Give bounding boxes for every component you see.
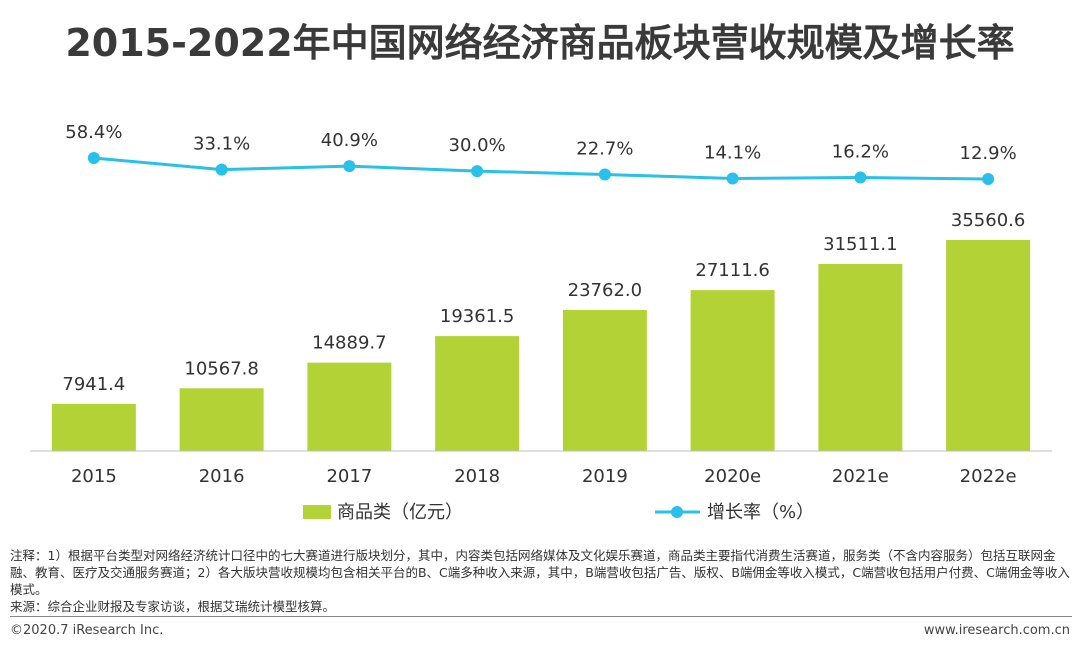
- growth-point-2021e: [854, 171, 867, 184]
- chart-title: 2015-2022年中国网络经济商品板块营收规模及增长率: [65, 21, 1015, 65]
- growth-point-2017: [343, 160, 356, 173]
- website: www.iresearch.com.cn: [923, 623, 1070, 638]
- legend-line-marker: [671, 506, 683, 518]
- bar-label-2018: 19361.5: [440, 306, 514, 327]
- growth-label-2017: 40.9%: [321, 130, 378, 151]
- x-tick-2021e: 2021e: [832, 466, 889, 487]
- note-text: 注释：1）根据平台类型对网络经济统计口径中的七大赛道进行版块划分，其中，内容类包…: [10, 548, 1070, 597]
- bar-2021e: [818, 264, 903, 451]
- bar-2020e: [690, 290, 775, 451]
- bar-label-2022e: 35560.6: [951, 210, 1025, 231]
- growth-label-2018: 30.0%: [449, 135, 506, 156]
- x-tick-2017: 2017: [326, 466, 372, 487]
- bar-2016: [179, 388, 264, 451]
- bar-2019: [562, 310, 647, 451]
- growth-point-2018: [471, 165, 484, 178]
- legend-line-label: 增长率（%）: [707, 502, 814, 523]
- bar-2017: [307, 362, 392, 451]
- growth-label-2015: 58.4%: [65, 122, 122, 143]
- bar-2018: [435, 336, 520, 451]
- bar-2015: [51, 403, 136, 451]
- bar-label-2019: 23762.0: [568, 280, 642, 301]
- bar-label-2021e: 31511.1: [823, 234, 897, 255]
- bar-label-2015: 7941.4: [62, 374, 125, 395]
- bar-label-2017: 14889.7: [312, 333, 386, 354]
- x-tick-2019: 2019: [582, 466, 628, 487]
- growth-point-2015: [87, 152, 100, 164]
- growth-point-2020e: [726, 172, 739, 185]
- growth-label-2016: 33.1%: [193, 134, 250, 155]
- legend-bar-swatch: [303, 505, 331, 519]
- footer-divider: [10, 616, 1072, 617]
- bar-label-2016: 10567.8: [184, 358, 258, 379]
- growth-point-2016: [215, 163, 228, 176]
- growth-point-2022e: [982, 173, 995, 185]
- bar-2022e: [946, 240, 1031, 451]
- legend-bar-label: 商品类（亿元）: [337, 502, 463, 523]
- x-tick-2020e: 2020e: [704, 466, 761, 487]
- copyright: ©2020.7 iResearch Inc.: [10, 623, 164, 638]
- x-tick-2022e: 2022e: [960, 466, 1017, 487]
- x-tick-2016: 2016: [199, 466, 245, 487]
- growth-label-2021e: 16.2%: [832, 141, 889, 162]
- chart: 7941.4 2015 10567.8 2016 14889.7 2017 19361.5 2…: [30, 122, 1052, 523]
- chart-notes: 注释：1）根据平台类型对网络经济统计口径中的七大赛道进行版块划分，其中，内容类包…: [10, 547, 1072, 615]
- growth-label-2020e: 14.1%: [704, 142, 761, 163]
- growth-label-2019: 22.7%: [576, 138, 633, 159]
- x-tick-2015: 2015: [71, 466, 117, 487]
- growth-line: [93, 156, 989, 181]
- growth-point-2019: [598, 168, 611, 181]
- growth-label-2022e: 12.9%: [960, 143, 1017, 164]
- source-text: 来源：综合企业财报及专家访谈，根据艾瑞统计模型核算。: [10, 599, 336, 614]
- bar-label-2020e: 27111.6: [695, 260, 769, 281]
- x-tick-2018: 2018: [454, 466, 500, 487]
